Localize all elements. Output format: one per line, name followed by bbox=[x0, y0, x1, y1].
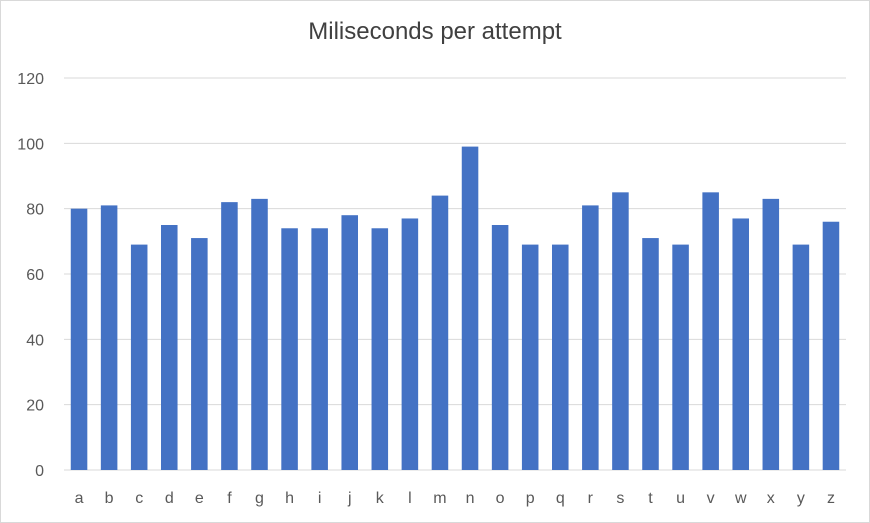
bar-q bbox=[551, 244, 569, 470]
bar-u bbox=[672, 244, 689, 470]
bar-s bbox=[612, 192, 629, 471]
x-tick-label: m bbox=[433, 490, 446, 507]
x-tick-label: a bbox=[75, 490, 84, 507]
x-tick-label: q bbox=[556, 490, 565, 507]
bars bbox=[70, 146, 840, 471]
x-tick-label: d bbox=[165, 490, 174, 507]
x-tick-label: k bbox=[376, 490, 385, 507]
bar-i bbox=[311, 228, 328, 470]
x-tick-label: j bbox=[347, 490, 352, 507]
chart-title: Miliseconds per attempt bbox=[308, 18, 562, 45]
x-tick-label: n bbox=[466, 490, 475, 507]
x-tick-label: p bbox=[526, 490, 535, 507]
x-tick-label: x bbox=[767, 490, 775, 507]
x-tick-label: v bbox=[707, 490, 715, 507]
bar-e bbox=[191, 238, 208, 470]
bar-n bbox=[461, 146, 479, 470]
x-tick-label: h bbox=[285, 490, 294, 507]
bar-a bbox=[70, 208, 88, 470]
x-tick-label: y bbox=[797, 490, 805, 507]
bar-t bbox=[642, 238, 659, 470]
bar-j bbox=[341, 215, 359, 470]
bar-x bbox=[762, 198, 780, 470]
y-tick-label: 60 bbox=[26, 267, 44, 284]
bar-w bbox=[732, 218, 750, 470]
gridlines bbox=[64, 77, 846, 471]
y-axis-ticks: 0 20 40 60 80 100 120 bbox=[17, 71, 44, 480]
y-tick-label: 100 bbox=[17, 136, 44, 153]
x-tick-label: r bbox=[588, 490, 594, 507]
y-tick-label: 80 bbox=[26, 202, 44, 219]
x-tick-label: e bbox=[195, 490, 204, 507]
y-tick-label: 0 bbox=[35, 463, 44, 480]
bar-z bbox=[822, 221, 840, 470]
x-tick-label: f bbox=[227, 490, 232, 507]
bar-o bbox=[491, 225, 509, 470]
bar-p bbox=[521, 244, 539, 470]
bar-y bbox=[792, 244, 810, 470]
x-tick-label: u bbox=[676, 490, 685, 507]
bar-r bbox=[582, 205, 599, 470]
bar-h bbox=[281, 228, 298, 470]
x-tick-label: l bbox=[408, 490, 412, 507]
x-tick-label: z bbox=[827, 490, 835, 507]
x-tick-label: w bbox=[734, 490, 747, 507]
bar-l bbox=[401, 218, 419, 470]
y-tick-label: 20 bbox=[26, 398, 44, 415]
x-tick-label: o bbox=[496, 490, 505, 507]
bar-m bbox=[431, 195, 449, 470]
x-tick-label: s bbox=[616, 490, 624, 507]
bar-b bbox=[100, 205, 118, 470]
x-axis-ticks: a b c d e f g h i j k l m n o p q r s t u v w x y z bbox=[75, 490, 835, 507]
x-tick-label: t bbox=[648, 490, 653, 507]
bar-f bbox=[221, 202, 238, 470]
bar-v bbox=[702, 192, 719, 471]
bar-k bbox=[371, 228, 389, 470]
y-tick-label: 120 bbox=[17, 71, 44, 88]
x-tick-label: c bbox=[135, 490, 143, 507]
bar-c bbox=[130, 244, 148, 470]
y-tick-label: 40 bbox=[26, 332, 44, 349]
x-tick-label: g bbox=[255, 490, 264, 507]
bar-g bbox=[251, 198, 268, 470]
x-tick-label: i bbox=[318, 490, 322, 507]
x-tick-label: b bbox=[105, 490, 114, 507]
bar-d bbox=[160, 225, 178, 470]
